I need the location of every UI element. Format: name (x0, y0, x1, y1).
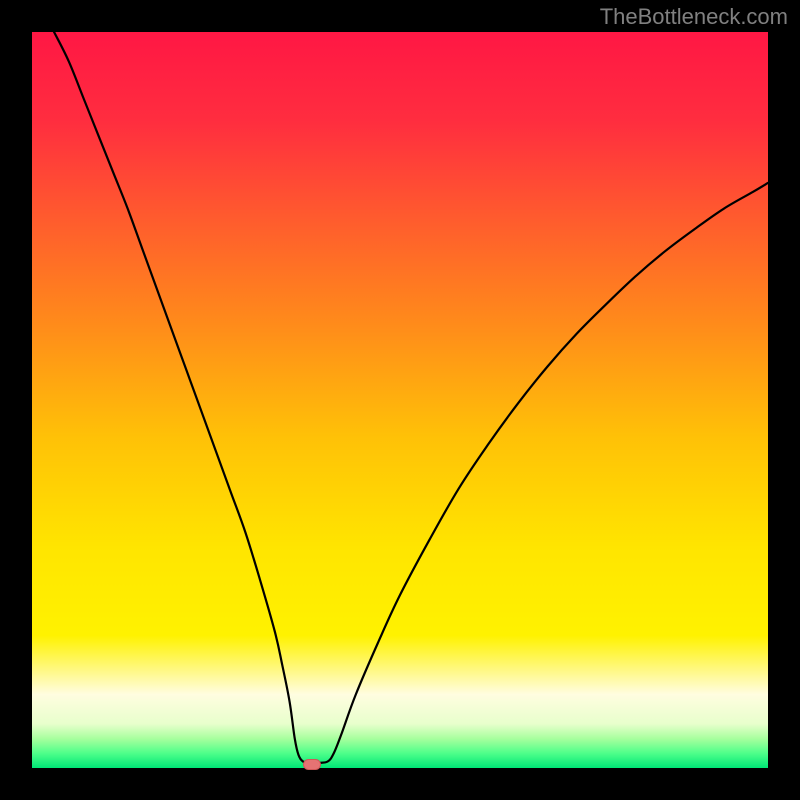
optimal-point-marker (303, 759, 321, 770)
bottleneck-curve-layer (32, 32, 768, 768)
chart-plot-area (32, 32, 768, 768)
bottleneck-curve (54, 32, 768, 763)
watermark-text: TheBottleneck.com (600, 4, 788, 30)
